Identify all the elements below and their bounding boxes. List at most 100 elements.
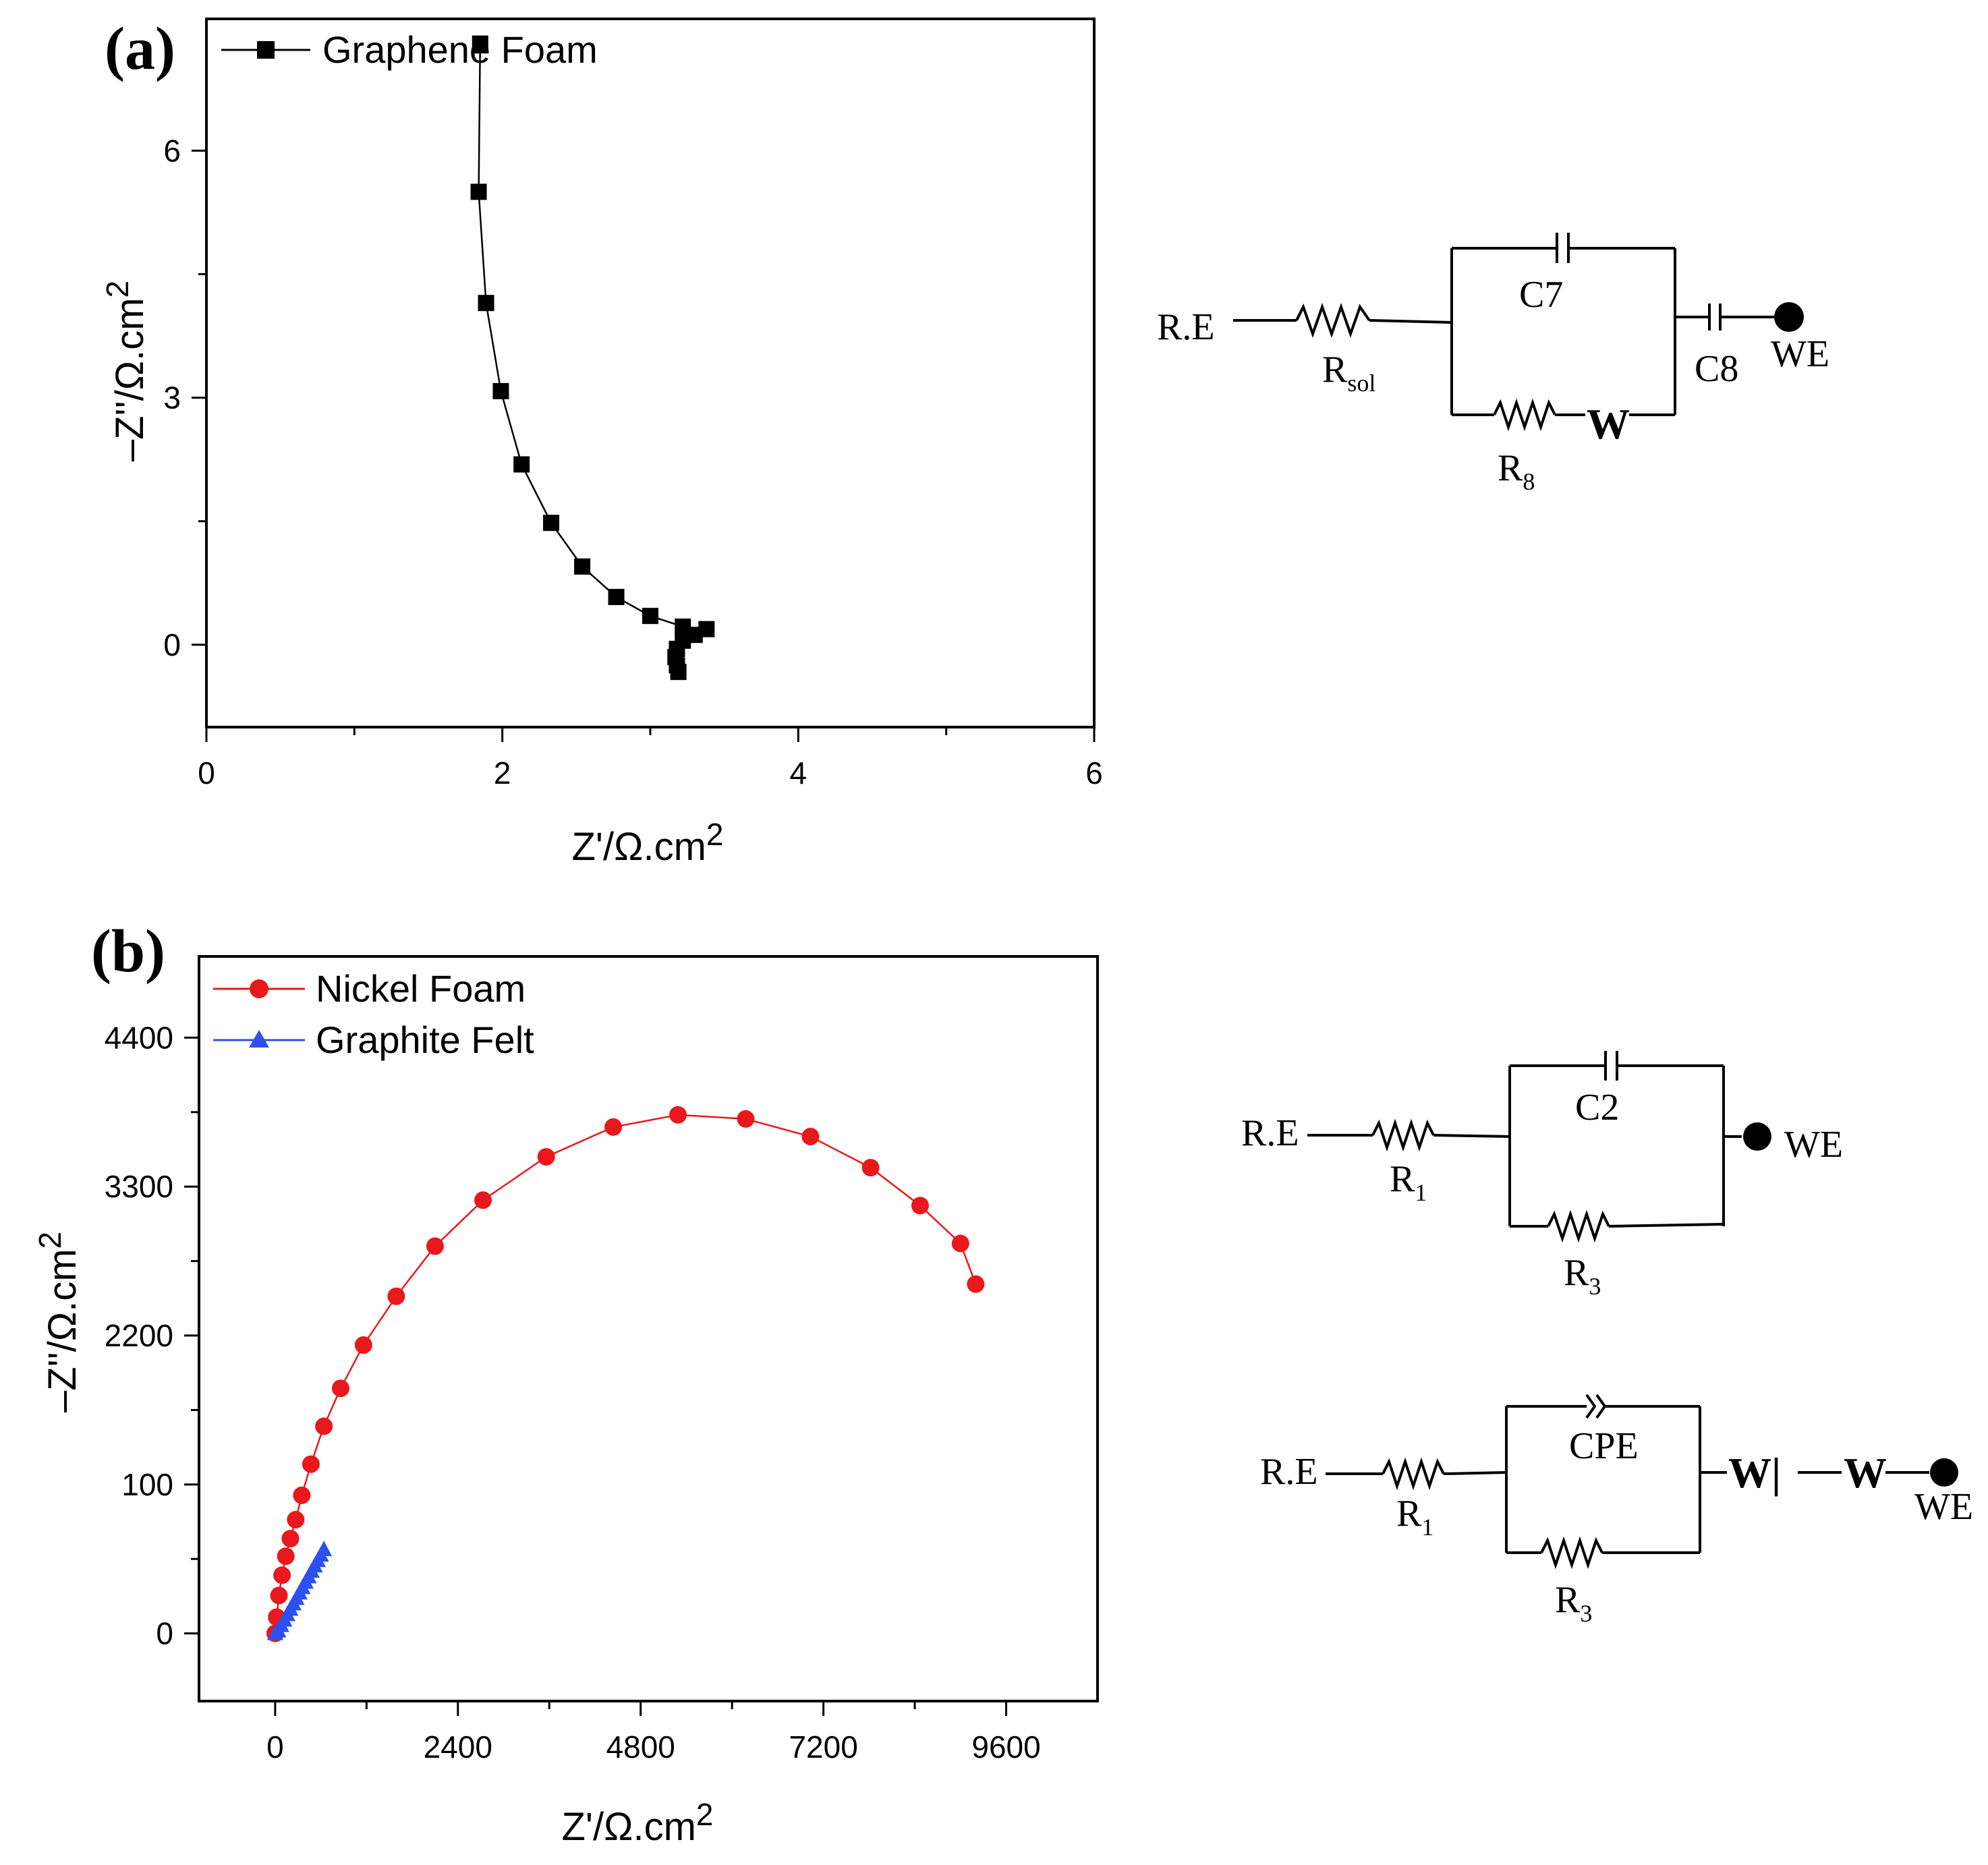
data-point-nickel-foam [911, 1197, 929, 1215]
circuit-a-c7-label: C7 [1519, 274, 1563, 316]
circuit-b2-re: R.E [1260, 1451, 1318, 1493]
y-tick-label: 3 [163, 380, 181, 415]
data-point-graphene-foam [478, 295, 494, 312]
data-point-nickel-foam [967, 1275, 985, 1293]
plot-b-xlabel: Z'/Ω.cm2 [562, 1797, 714, 1849]
legend-graphite-marker [249, 1030, 269, 1048]
data-point-nickel-foam [354, 1336, 372, 1354]
circuit-b2-r3-resistor [1540, 1536, 1603, 1570]
circuit-a-w-element: W [1587, 400, 1630, 448]
data-point-nickel-foam [273, 1566, 291, 1584]
plot-a-series [470, 35, 715, 681]
data-point-nickel-foam [801, 1127, 820, 1145]
data-point-graphene-foam [608, 589, 625, 606]
data-point-nickel-foam [315, 1417, 333, 1435]
x-tick-label: 2400 [424, 1729, 492, 1764]
data-point-nickel-foam [604, 1118, 623, 1136]
circuit-b2-w1-element: W| [1728, 1449, 1781, 1497]
circuit-b2-r1-resistor [1382, 1457, 1445, 1491]
data-point-nickel-foam [737, 1110, 755, 1128]
circuit-a: R.E Rsol C7 W R8 C8 WE [1157, 233, 1829, 495]
y-tick-label: 2200 [105, 1318, 173, 1353]
data-point-nickel-foam [287, 1511, 305, 1529]
data-point-graphene-foam [492, 382, 509, 399]
circuit-b2-cpe-element [1595, 1394, 1607, 1419]
circuit-b2-cpe-label: CPE [1569, 1425, 1639, 1467]
plot-a-legend: Graphene Foam [221, 28, 598, 71]
circuit-b2: R.E R1 CPE R3 W| W WE [1260, 1394, 1973, 1627]
x-tick-label: 4 [790, 755, 807, 791]
data-point-nickel-foam [426, 1237, 444, 1255]
circuit-b1-re: R.E [1241, 1112, 1299, 1154]
legend-nickel-foam: Nickel Foam [316, 967, 526, 1010]
y-tick-label: 4400 [105, 1020, 173, 1055]
y-tick-label: 0 [163, 627, 181, 662]
circuit-a-r8-resistor [1493, 398, 1556, 432]
circuit-b1-r3-label: R3 [1564, 1252, 1601, 1300]
data-point-graphene-foam [574, 558, 591, 575]
circuit-a-r8-label: R8 [1498, 447, 1535, 495]
data-point-graphite-felt [316, 1541, 333, 1557]
data-point-graphene-foam [642, 608, 658, 625]
circuit-a-wire [1369, 319, 1452, 324]
panel-b-letter: (b) [91, 918, 165, 985]
plot-b-ylabel: –Z''/Ω.cm2 [32, 1232, 84, 1412]
data-point-nickel-foam [669, 1106, 687, 1124]
x-tick-label: 6 [1085, 755, 1103, 791]
plot-a-ylabel: –Z''/Ω.cm2 [100, 281, 152, 461]
data-point-graphene-foam [470, 183, 487, 200]
plot-b-ticks: 0 2400 4800 7200 9600 0 100 2200 3300 4400 [105, 1020, 1041, 1764]
circuit-a-we-terminal [1774, 302, 1804, 332]
circuit-b2-w2-element: W [1844, 1449, 1887, 1497]
circuit-a-c8-label: C8 [1695, 348, 1738, 390]
circuit-b1-we: WE [1784, 1124, 1843, 1166]
data-point-nickel-foam [331, 1379, 349, 1398]
data-point-nickel-foam [951, 1234, 969, 1253]
data-point-nickel-foam [281, 1530, 300, 1548]
circuit-b2-we: WE [1914, 1486, 1973, 1528]
plot-b-series [266, 1106, 985, 1642]
data-point-nickel-foam [270, 1586, 288, 1605]
data-point-nickel-foam [474, 1191, 492, 1209]
data-point-nickel-foam [293, 1486, 311, 1504]
y-tick-label: 0 [156, 1616, 173, 1651]
x-tick-label: 4800 [606, 1729, 675, 1764]
data-point-nickel-foam [277, 1547, 295, 1566]
x-tick-label: 0 [198, 755, 215, 791]
x-tick-label: 9600 [971, 1729, 1040, 1764]
x-tick-label: 7200 [789, 1729, 857, 1764]
legend-graphite-felt: Graphite Felt [316, 1018, 534, 1061]
y-tick-label: 100 [121, 1467, 173, 1502]
circuit-b1-r1-label: R1 [1390, 1158, 1427, 1206]
data-point-graphene-foam [472, 35, 488, 52]
circuit-b2-cpe-element [1585, 1394, 1597, 1419]
plot-a-xlabel: Z'/Ω.cm2 [572, 817, 724, 869]
circuit-b1-r1-resistor [1371, 1118, 1435, 1152]
data-point-graphene-foam [513, 456, 530, 473]
circuit-b2-wire [1443, 1471, 1507, 1475]
panel-a-letter: (a) [105, 16, 175, 82]
panel-a: (a) 0 2 4 6 0 3 6 Graphene Foam Z'/Ω.cm2 –Z''/… [100, 16, 1103, 869]
circuit-a-re: R.E [1157, 306, 1215, 348]
plot-b-frame [198, 955, 1099, 1702]
circuit-a-rsol-label: Rsol [1322, 349, 1375, 397]
series-line-nickel-foam [274, 1114, 977, 1634]
data-point-nickel-foam [302, 1455, 320, 1473]
plot-a-ticks: 0 2 4 6 0 3 6 [163, 133, 1102, 791]
circuit-b1: R.E R1 C2 R3 WE [1241, 1051, 1843, 1300]
data-point-nickel-foam [387, 1287, 405, 1305]
x-tick-label: 2 [494, 755, 511, 791]
circuit-b2-we-terminal [1930, 1458, 1958, 1487]
data-point-nickel-foam [537, 1148, 555, 1166]
y-tick-label: 3300 [105, 1169, 173, 1204]
data-point-graphene-foam [670, 664, 687, 681]
x-tick-label: 0 [266, 1729, 284, 1764]
panel-b: (b) 0 2400 4800 7200 9600 0 100 2200 3300 4400 Ni… [32, 918, 1099, 1849]
circuit-a-rsol-resistor [1295, 302, 1371, 339]
legend-graphene-foam: Graphene Foam [322, 28, 598, 71]
series-line-graphene-foam [478, 43, 710, 672]
circuit-a-we: WE [1771, 333, 1829, 375]
circuit-b2-r1-label: R1 [1396, 1493, 1433, 1541]
legend-nickel-marker [250, 979, 268, 998]
